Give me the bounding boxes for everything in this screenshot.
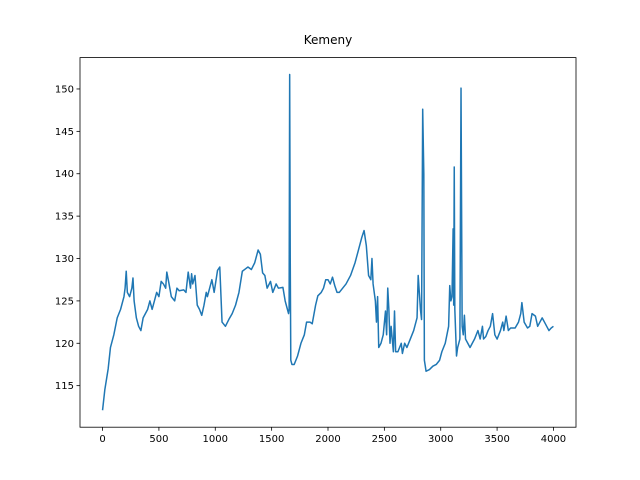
- y-tick-label: 145: [55, 127, 74, 138]
- x-tick-label: 4000: [541, 434, 566, 445]
- y-tick-label: 135: [55, 212, 74, 223]
- x-tick-label: 3500: [484, 434, 509, 445]
- x-tick-label: 1500: [259, 434, 284, 445]
- y-tick-label: 115: [55, 381, 74, 392]
- y-tick-label: 140: [55, 169, 74, 180]
- x-tick-label: 500: [149, 434, 168, 445]
- y-tick-label: 125: [55, 296, 74, 307]
- y-tick-label: 120: [55, 339, 74, 350]
- y-tick-label: 150: [55, 84, 74, 95]
- chart-title: Kemeny: [304, 33, 352, 47]
- y-tick-label: 130: [55, 254, 74, 265]
- plot-frame: [79, 57, 577, 428]
- data-line: [101, 73, 554, 411]
- x-tick-label: 3000: [428, 434, 453, 445]
- x-tick-label: 2000: [315, 434, 340, 445]
- x-tick-label: 0: [99, 434, 105, 445]
- x-tick-label: 2500: [372, 434, 397, 445]
- x-tick-label: 1000: [203, 434, 228, 445]
